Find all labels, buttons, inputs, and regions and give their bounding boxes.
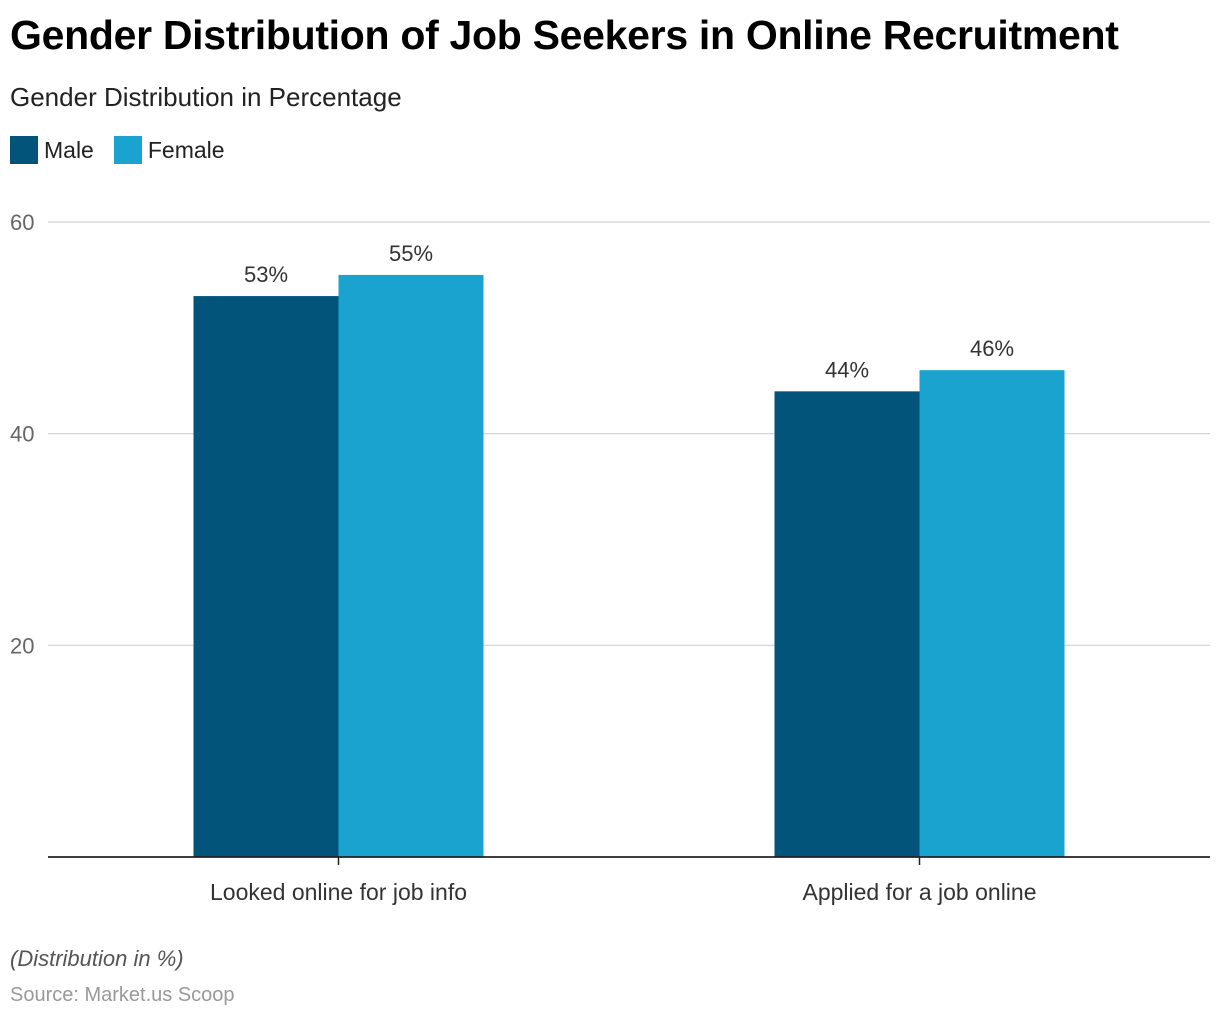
x-tick-label: Applied for a job online bbox=[803, 879, 1037, 905]
bar-female bbox=[338, 274, 484, 858]
chart-source: Source: Market.us Scoop bbox=[10, 984, 235, 1006]
data-label: 55% bbox=[389, 241, 433, 266]
bar-male bbox=[774, 391, 920, 857]
bar-male bbox=[193, 296, 339, 857]
legend-swatch-male bbox=[10, 136, 38, 164]
data-label: 53% bbox=[244, 262, 288, 287]
legend-item-female: Female bbox=[113, 136, 225, 164]
legend: Male Female bbox=[10, 136, 245, 164]
bar-female bbox=[919, 370, 1065, 857]
data-label: 46% bbox=[970, 336, 1014, 361]
chart-subtitle: Gender Distribution in Percentage bbox=[10, 82, 402, 112]
legend-label-female: Female bbox=[147, 136, 225, 163]
x-tick-label: Looked online for job info bbox=[210, 879, 467, 905]
y-tick-label: 40 bbox=[10, 422, 34, 447]
legend-label-male: Male bbox=[44, 136, 94, 163]
y-tick-label: 20 bbox=[10, 633, 34, 658]
chart-title: Gender Distribution of Job Seekers in On… bbox=[10, 12, 1119, 58]
chart-note: (Distribution in %) bbox=[10, 946, 184, 971]
legend-swatch-female bbox=[113, 136, 142, 164]
legend-item-male: Male bbox=[10, 136, 94, 164]
data-label: 44% bbox=[825, 357, 869, 382]
y-tick-label: 60 bbox=[10, 210, 34, 235]
